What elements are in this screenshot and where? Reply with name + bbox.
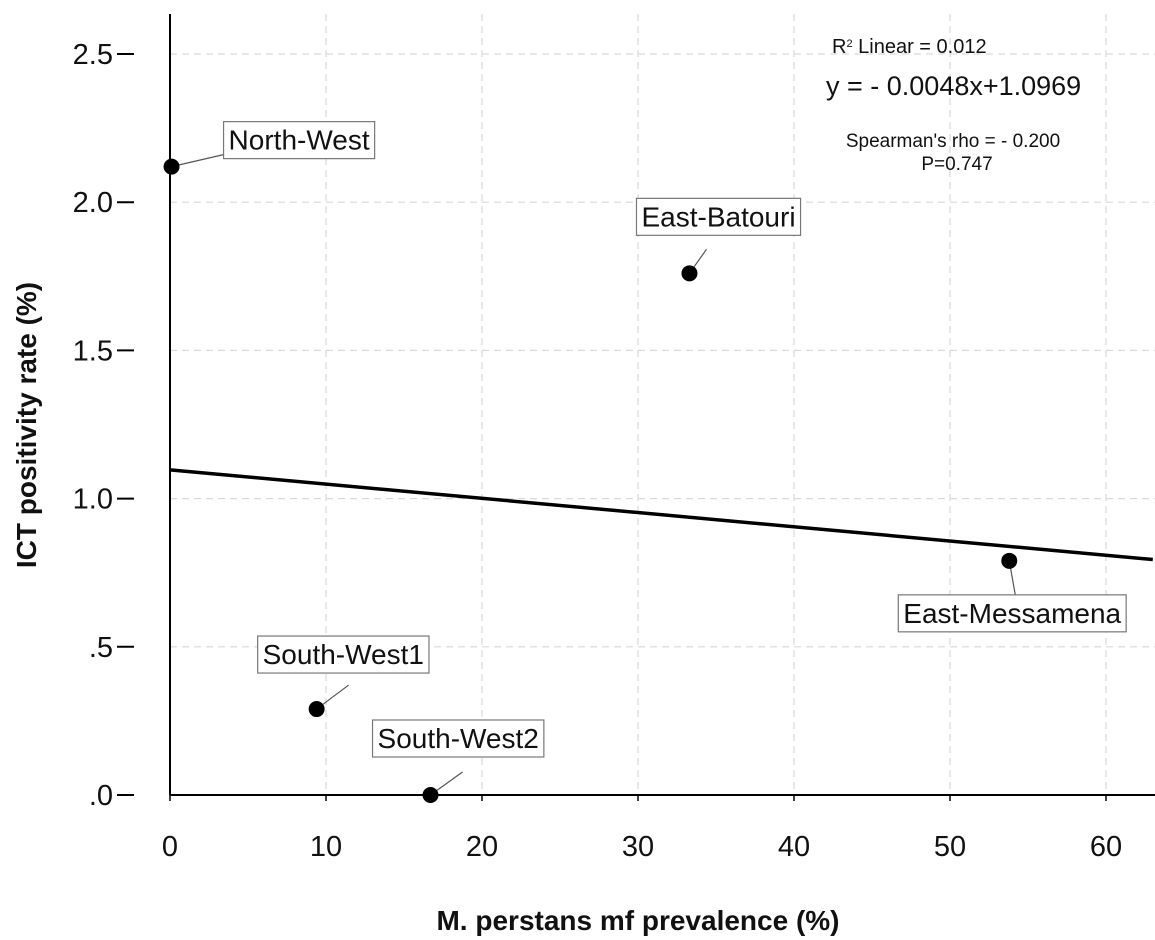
point-label-box <box>635 197 802 236</box>
point-label-box <box>371 719 545 758</box>
point-labels: North-West East-Batouri East-Messamena Sout… <box>222 121 1127 758</box>
y-tick-label: 1.5 <box>73 335 113 367</box>
y-tick-label: 1.0 <box>73 484 113 516</box>
point-label: East-Messamena <box>897 594 1127 633</box>
point-label-box <box>257 635 430 674</box>
point-label: South-West1 <box>257 635 430 674</box>
r-squared-value: Linear = 0.012 <box>853 36 987 58</box>
data-point <box>422 787 439 803</box>
point-label-box <box>897 594 1127 633</box>
point-label-text: North-West <box>229 125 370 156</box>
data-point <box>163 158 180 175</box>
point-label: North-West <box>222 121 376 160</box>
y-tick-label: .0 <box>89 780 113 812</box>
axis-ticks: 0 10 20 30 40 50 60 .0 .5 1.0 1.5 2.0 2.5 <box>73 39 1122 863</box>
label-leader-line <box>171 154 224 168</box>
point-label-box <box>222 121 376 160</box>
y-tick-label: 2.5 <box>73 39 113 71</box>
data-point <box>681 265 698 282</box>
point-label-text: South-West1 <box>263 639 424 670</box>
point-label-text: East-Batouri <box>641 201 795 232</box>
spearman-annotation: Spearman's rho = - 0.200 <box>846 131 1060 152</box>
y-tick-label: .5 <box>89 632 113 664</box>
point-label-text: South-West2 <box>378 723 539 754</box>
x-tick-label: 30 <box>622 831 654 863</box>
label-leader-lines <box>171 154 1016 796</box>
axes <box>169 14 1155 796</box>
x-axis-title: M. perstans mf prevalence (%) <box>436 905 839 936</box>
point-label: East-Batouri <box>635 197 802 236</box>
point-label-text: East-Messamena <box>903 598 1121 629</box>
x-tick-label: 50 <box>934 831 966 863</box>
y-axis-title: ICT positivity rate (%) <box>11 282 42 568</box>
x-tick-label: 20 <box>466 831 498 863</box>
regression-line <box>169 468 1153 562</box>
point-label: South-West2 <box>371 719 545 758</box>
r-squared-annotation: R2 Linear = 0.012 <box>832 36 987 58</box>
x-tick-label: 0 <box>162 831 178 863</box>
x-tick-label: 60 <box>1090 831 1122 863</box>
r-squared-prefix: R <box>832 36 846 58</box>
x-tick-label: 40 <box>778 831 810 863</box>
y-tick-label: 2.0 <box>73 187 113 219</box>
r-squared-superscript: 2 <box>846 38 852 50</box>
x-tick-label: 10 <box>310 831 342 863</box>
p-value-annotation: P=0.747 <box>921 154 992 175</box>
regression-equation: y = - 0.0048x+1.0969 <box>826 71 1081 101</box>
data-point <box>1001 552 1018 569</box>
data-point <box>308 701 325 718</box>
data-points <box>163 158 1018 803</box>
